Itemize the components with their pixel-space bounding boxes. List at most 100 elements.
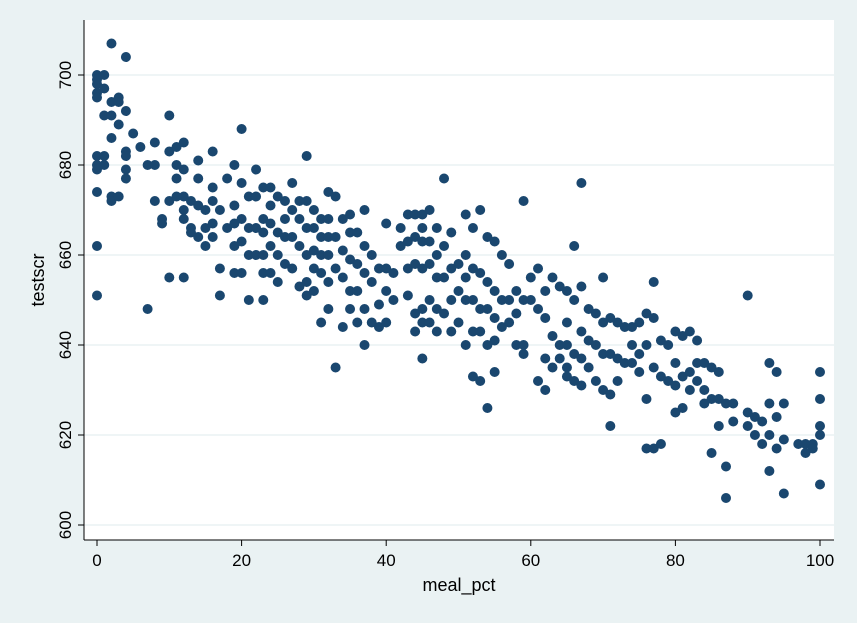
data-point xyxy=(272,191,283,202)
y-tick-label-680: 680 xyxy=(56,151,75,179)
data-point xyxy=(627,358,638,368)
data-point xyxy=(547,331,558,341)
data-point xyxy=(605,349,616,359)
data-point xyxy=(330,191,341,202)
data-point xyxy=(373,263,384,274)
data-point xyxy=(764,466,775,476)
data-point xyxy=(453,286,464,296)
data-point xyxy=(742,407,753,418)
data-point xyxy=(670,326,681,337)
x-tick-label-60: 60 xyxy=(521,551,540,570)
data-point xyxy=(207,232,218,242)
data-point xyxy=(721,493,732,503)
data-point xyxy=(301,277,312,287)
data-point xyxy=(504,295,515,305)
data-point xyxy=(424,205,435,215)
data-point xyxy=(800,439,811,449)
data-point xyxy=(200,223,211,233)
data-point xyxy=(323,304,334,314)
data-point xyxy=(489,335,500,346)
data-point xyxy=(193,200,204,211)
data-point xyxy=(345,254,356,265)
data-point xyxy=(178,191,189,202)
data-point xyxy=(345,304,356,314)
data-point xyxy=(120,164,131,175)
data-point xyxy=(99,110,110,121)
data-point xyxy=(308,223,319,233)
data-point xyxy=(431,304,442,314)
data-point xyxy=(576,326,587,337)
data-point xyxy=(352,317,363,328)
data-point xyxy=(764,358,775,368)
data-point xyxy=(757,439,768,449)
data-point xyxy=(627,340,638,350)
data-point xyxy=(128,128,139,139)
data-point xyxy=(554,281,565,292)
data-point xyxy=(699,358,710,368)
data-point xyxy=(778,434,789,445)
data-point xyxy=(496,250,507,260)
data-point xyxy=(677,331,688,341)
data-point xyxy=(323,214,334,224)
data-point xyxy=(460,272,471,283)
data-point xyxy=(301,290,312,301)
data-point xyxy=(301,151,312,161)
data-point xyxy=(236,124,247,134)
data-point xyxy=(193,155,204,166)
data-point xyxy=(771,367,782,377)
data-point xyxy=(439,308,450,319)
data-point xyxy=(764,430,775,440)
data-point xyxy=(475,268,486,278)
data-point xyxy=(540,353,551,364)
data-point xyxy=(337,214,348,224)
data-point xyxy=(402,290,413,301)
data-point xyxy=(373,322,384,332)
data-point xyxy=(634,349,645,359)
data-point xyxy=(92,241,102,251)
data-point xyxy=(345,286,356,296)
data-point xyxy=(287,178,298,188)
data-point xyxy=(417,317,428,328)
data-point xyxy=(757,416,768,427)
data-point xyxy=(648,313,659,323)
data-point xyxy=(598,349,609,359)
data-point xyxy=(214,263,225,274)
data-point xyxy=(561,362,572,373)
data-point xyxy=(749,412,760,422)
data-point xyxy=(106,38,117,49)
data-point xyxy=(222,173,233,184)
x-axis-title: meal_pct xyxy=(422,575,495,596)
data-point xyxy=(287,263,298,274)
data-point xyxy=(576,281,587,292)
data-point xyxy=(815,394,825,404)
data-point xyxy=(460,295,471,305)
data-point xyxy=(258,214,269,224)
data-point xyxy=(229,268,240,278)
data-point xyxy=(92,74,102,85)
data-point xyxy=(518,295,529,305)
data-point xyxy=(294,214,305,224)
data-point xyxy=(583,304,594,314)
data-point xyxy=(135,142,146,152)
data-point xyxy=(120,106,131,116)
data-point xyxy=(561,340,572,350)
data-point xyxy=(576,380,587,391)
data-point xyxy=(778,398,789,409)
data-point xyxy=(692,335,703,346)
data-point xyxy=(576,178,587,188)
data-point xyxy=(308,286,319,296)
data-point xyxy=(670,380,681,391)
data-point xyxy=(243,295,254,305)
data-point xyxy=(699,385,710,395)
data-point xyxy=(193,173,204,184)
data-point xyxy=(634,367,645,377)
data-point xyxy=(178,272,189,283)
data-point xyxy=(684,326,695,337)
data-point xyxy=(366,277,377,287)
x-tick-label-0: 0 xyxy=(92,551,101,570)
data-point xyxy=(807,443,818,454)
data-point xyxy=(771,412,782,422)
data-point xyxy=(648,362,659,373)
x-tick-label-80: 80 xyxy=(666,551,685,570)
data-point xyxy=(272,227,283,238)
